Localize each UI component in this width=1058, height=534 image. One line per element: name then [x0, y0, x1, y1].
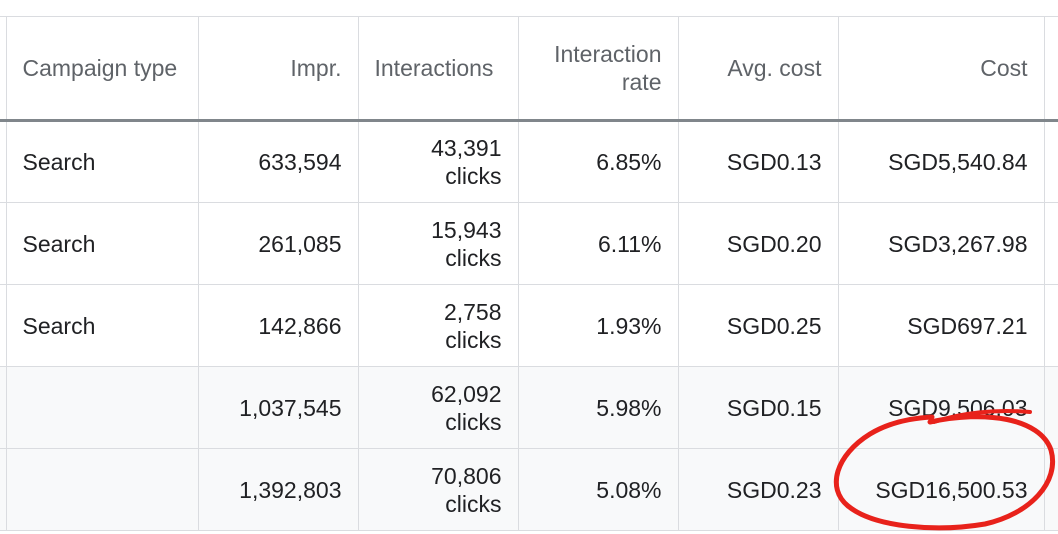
cell-interactions: 70,806 clicks — [358, 448, 519, 531]
column-header-label: Cost — [980, 55, 1028, 81]
cell-impr: 1,037,545 — [198, 366, 359, 449]
row-edge-cell — [0, 448, 7, 531]
column-header-campaign-type[interactable]: Campaign type — [6, 16, 199, 122]
cell-impr: 1,392,803 — [198, 448, 359, 531]
column-header-label: Interactions — [374, 55, 494, 81]
cell-campaign-type: Search — [6, 284, 199, 367]
total-row: 1,392,803 70,806 clicks 5.08% SGD0.23 SGD… — [0, 448, 1058, 531]
table-header-row: Campaign type Impr. Interactions Interac… — [0, 16, 1058, 122]
row-edge-cell — [0, 202, 7, 285]
interactions-value: 62,092 — [431, 380, 502, 407]
interactions-value: 70,806 — [431, 462, 502, 489]
cell-cost: SGD5,540.84 — [838, 120, 1045, 203]
cell-avg-cost: SGD0.25 — [678, 284, 839, 367]
row-edge-cell — [0, 120, 7, 203]
cell-impr: 142,866 — [198, 284, 359, 367]
cell-cost: SGD697.21 — [838, 284, 1045, 367]
table-row[interactable]: Search 633,594 43,391 clicks 6.85% SGD0.1… — [0, 120, 1058, 203]
cell-interaction-rate: 5.98% — [518, 366, 679, 449]
column-header-label: Impr. — [290, 55, 342, 81]
row-edge-cell — [0, 366, 7, 449]
row-tail-cell — [1044, 448, 1058, 531]
cell-campaign-type: Search — [6, 120, 199, 203]
column-header-avg-cost[interactable]: Avg. cost — [678, 16, 839, 122]
table-row[interactable]: Search 142,866 2,758 clicks 1.93% SGD0.25… — [0, 284, 1058, 367]
campaign-report-table: Campaign type Impr. Interactions Interac… — [0, 16, 1058, 531]
column-header-impr[interactable]: Impr. — [198, 16, 359, 122]
cell-avg-cost: SGD0.20 — [678, 202, 839, 285]
row-tail-cell — [1044, 284, 1058, 367]
interactions-value: 43,391 — [431, 135, 502, 161]
row-tail-cell — [1044, 202, 1058, 285]
row-tail-cell — [1044, 366, 1058, 449]
header-tail-cell — [1044, 16, 1058, 122]
cell-interactions: 2,758 clicks — [358, 284, 519, 367]
cell-campaign-type — [6, 448, 199, 531]
row-edge-cell — [0, 284, 7, 367]
column-header-cost[interactable]: Cost — [838, 16, 1045, 122]
interactions-value: 2,758 — [443, 298, 502, 325]
cell-interaction-rate: 6.11% — [518, 202, 679, 285]
interactions-unit: clicks — [445, 163, 502, 189]
column-header-label: Campaign type — [22, 55, 178, 81]
cell-campaign-type: Search — [6, 202, 199, 285]
column-header-interaction-rate[interactable]: Interaction rate — [518, 16, 679, 122]
column-header-interactions[interactable]: Interactions — [358, 16, 519, 122]
cell-cost: SGD3,267.98 — [838, 202, 1045, 285]
total-row: 1,037,545 62,092 clicks 5.98% SGD0.15 SGD… — [0, 366, 1058, 449]
cell-avg-cost: SGD0.15 — [678, 366, 839, 449]
interactions-unit: clicks — [445, 244, 502, 271]
column-header-label: Avg. cost — [727, 55, 822, 81]
cell-avg-cost: SGD0.13 — [678, 120, 839, 203]
cell-cost: SGD9,506.03 — [838, 366, 1045, 449]
table-row[interactable]: Search 261,085 15,943 clicks 6.11% SGD0.2… — [0, 202, 1058, 285]
cell-cost: SGD16,500.53 — [838, 448, 1045, 531]
interactions-value: 15,943 — [431, 216, 502, 243]
cell-interactions: 62,092 clicks — [358, 366, 519, 449]
interactions-unit: clicks — [445, 408, 502, 435]
cell-interaction-rate: 5.08% — [518, 448, 679, 531]
column-header-label: Interaction rate — [554, 41, 662, 95]
row-tail-cell — [1044, 120, 1058, 203]
cell-impr: 261,085 — [198, 202, 359, 285]
cell-avg-cost: SGD0.23 — [678, 448, 839, 531]
header-edge-cell — [0, 16, 7, 122]
cell-campaign-type — [6, 366, 199, 449]
interactions-unit: clicks — [445, 490, 502, 517]
interactions-unit: clicks — [445, 326, 502, 353]
cell-interaction-rate: 6.85% — [518, 120, 679, 203]
cell-impr: 633,594 — [198, 120, 359, 203]
cell-interactions: 43,391 clicks — [358, 120, 519, 203]
cell-interactions: 15,943 clicks — [358, 202, 519, 285]
cell-interaction-rate: 1.93% — [518, 284, 679, 367]
